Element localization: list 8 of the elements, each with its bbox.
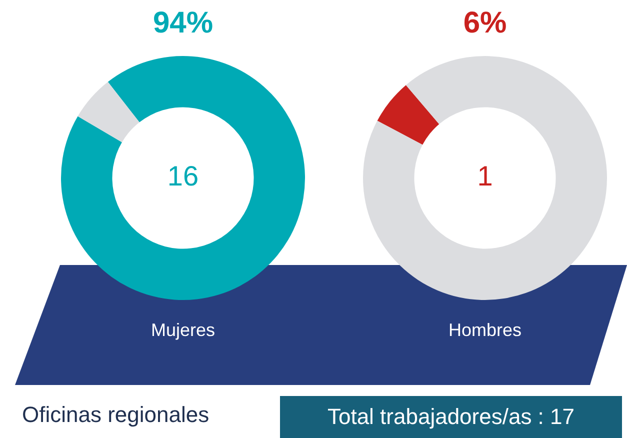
text: 1 (477, 160, 493, 192)
chart-title: 94% (152, 6, 214, 40)
text: Hombres (447, 320, 523, 341)
text: Total trabajadores/as : 17 (280, 396, 622, 438)
text: 16 (167, 160, 199, 192)
text: Mujeres (150, 320, 216, 341)
chart-title: 6% (463, 6, 507, 40)
text: Oficinas regionales (22, 402, 210, 428)
